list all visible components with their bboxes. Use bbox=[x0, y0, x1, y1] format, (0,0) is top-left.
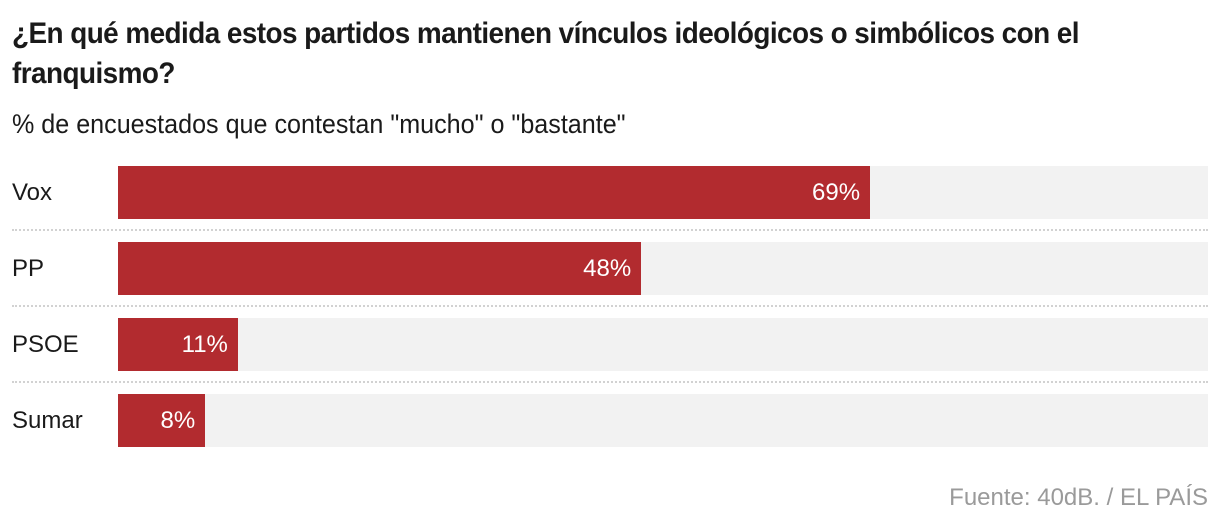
bar-label: PSOE bbox=[12, 331, 79, 358]
bar-row-vox: Vox 69% bbox=[0, 166, 1220, 219]
row-separator bbox=[12, 305, 1208, 307]
bar-track: 8% bbox=[118, 394, 1208, 447]
bar: 48% bbox=[118, 242, 642, 295]
bar-value-label: 48% bbox=[583, 255, 632, 282]
bar: 69% bbox=[118, 166, 871, 219]
bar-track: 69% bbox=[118, 166, 1208, 219]
bar-row-psoe: PSOE 11% bbox=[0, 318, 1220, 371]
chart-subtitle: % de encuestados que contestan "mucho" o… bbox=[12, 109, 626, 139]
chart-title: ¿En qué medida estos partidos mantienen … bbox=[12, 17, 1079, 90]
bar-label: PP bbox=[12, 255, 45, 282]
bar-label: Sumar bbox=[12, 407, 83, 434]
row-separator bbox=[12, 229, 1208, 231]
row-separator bbox=[12, 381, 1208, 383]
bar-value-label: 11% bbox=[181, 331, 228, 358]
bar-track: 11% bbox=[118, 318, 1208, 371]
source-credit: Fuente: 40dB. / EL PAÍS bbox=[949, 484, 1208, 511]
bar: 11% bbox=[118, 318, 238, 371]
bar-value-label: 69% bbox=[812, 179, 861, 206]
bar-track: 48% bbox=[118, 242, 1208, 295]
bar-value-label: 8% bbox=[160, 407, 196, 434]
bar-label: Vox bbox=[12, 179, 53, 206]
bar: 8% bbox=[118, 394, 206, 447]
bar-row-pp: PP 48% bbox=[0, 242, 1220, 295]
bar-row-sumar: Sumar 8% bbox=[0, 394, 1220, 447]
